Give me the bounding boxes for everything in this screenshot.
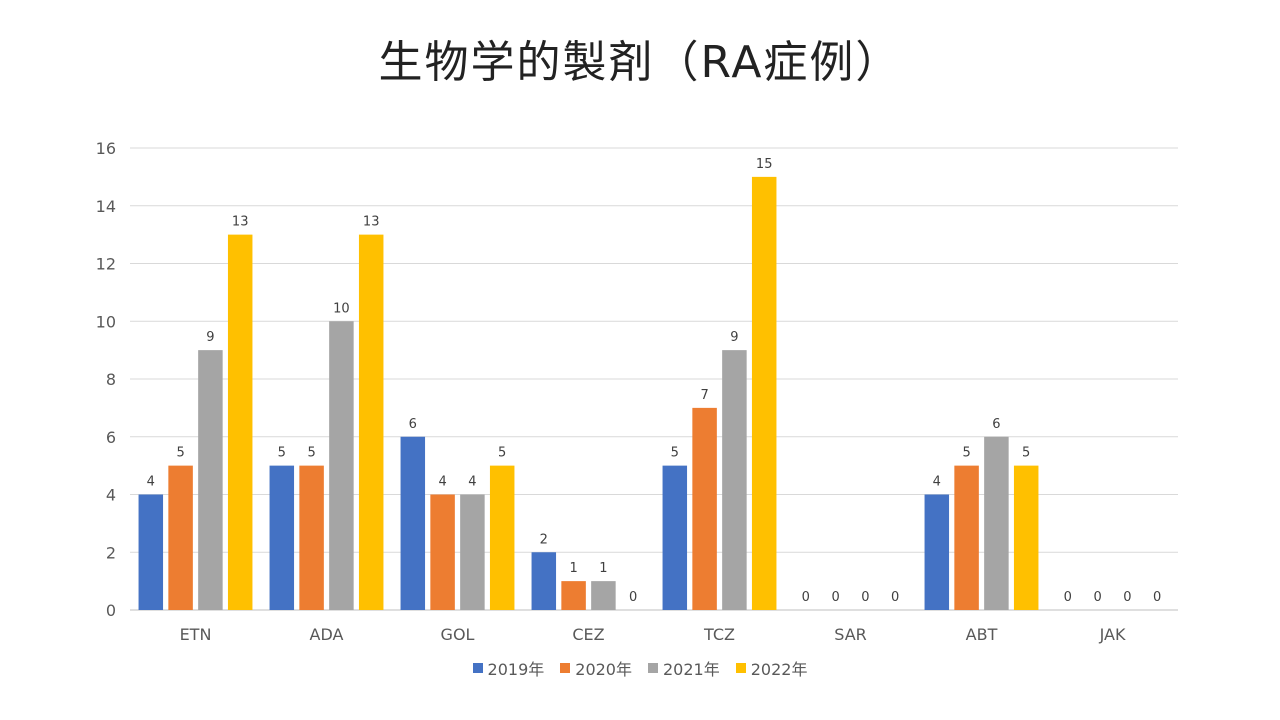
x-tick-label: CEZ	[572, 625, 604, 644]
bar	[1013, 465, 1039, 610]
y-tick-label: 6	[106, 428, 116, 447]
bar	[460, 494, 485, 610]
data-label: 0	[1123, 590, 1131, 605]
x-axis-ticks: ETN ADA GOL CEZ TCZ SAR ABT JAK	[180, 625, 1126, 644]
bar	[269, 465, 295, 610]
y-tick-label: 14	[96, 197, 116, 216]
data-label: 5	[671, 446, 679, 461]
data-label: 5	[278, 446, 286, 461]
data-label: 0	[891, 590, 899, 605]
data-label: 9	[730, 330, 738, 345]
bar	[329, 321, 354, 610]
x-tick-label: GOL	[441, 625, 475, 644]
legend: 2019年 2020年 2021年 2022年	[0, 656, 1280, 680]
data-label: 13	[363, 215, 380, 230]
data-label: 1	[599, 561, 607, 576]
legend-label: 2021年	[663, 660, 720, 679]
bar	[692, 407, 717, 610]
bar	[358, 234, 384, 610]
bar	[954, 465, 979, 610]
data-label: 10	[333, 301, 350, 316]
legend-item: 2021年	[648, 656, 720, 680]
data-label: 0	[802, 590, 810, 605]
legend-swatch	[560, 663, 571, 673]
x-tick-label: ADA	[310, 625, 344, 644]
data-label: 9	[206, 330, 214, 345]
y-tick-label: 10	[96, 312, 116, 331]
legend-label: 2019年	[487, 660, 545, 679]
data-label: 0	[1064, 590, 1072, 605]
y-tick-label: 2	[106, 543, 116, 562]
legend-label: 2022年	[750, 660, 808, 679]
legend-item: 2019年	[472, 656, 545, 680]
bar	[751, 176, 777, 610]
bar	[198, 350, 223, 610]
data-label: 4	[147, 475, 155, 490]
data-label: 5	[498, 446, 506, 461]
y-tick-label: 12	[96, 255, 116, 274]
data-label: 6	[409, 417, 417, 432]
chart-title: 生物学的製剤（RA症例）	[378, 37, 902, 88]
data-label: 0	[1153, 590, 1161, 605]
legend-swatch	[735, 663, 746, 673]
legend-swatch	[472, 663, 483, 673]
data-label: 4	[933, 475, 941, 490]
y-tick-label: 0	[106, 601, 116, 620]
bar	[591, 581, 616, 610]
legend-swatch	[648, 663, 658, 673]
bar	[138, 494, 164, 610]
data-label: 5	[307, 446, 315, 461]
data-label: 0	[1093, 590, 1101, 605]
data-label: 4	[468, 475, 476, 490]
data-label: 1	[569, 561, 577, 576]
x-tick-label: JAK	[1099, 625, 1126, 644]
legend-item: 2022年	[735, 656, 808, 680]
data-label: 2	[540, 532, 548, 547]
y-axis-ticks: 0 2 4 6 8 10 12 14 16	[96, 139, 116, 620]
bar	[722, 350, 747, 610]
legend-label: 2020年	[575, 660, 632, 679]
bar	[924, 494, 950, 610]
bars	[138, 176, 1039, 610]
y-tick-label: 4	[106, 486, 116, 505]
bar	[168, 465, 193, 610]
x-tick-label: ETN	[180, 625, 212, 644]
data-label: 0	[629, 590, 637, 605]
data-label: 0	[861, 590, 869, 605]
y-tick-label: 8	[106, 370, 116, 389]
data-label: 5	[1022, 446, 1030, 461]
data-label: 5	[176, 446, 184, 461]
x-tick-label: TCZ	[703, 625, 735, 644]
data-label: 15	[756, 157, 773, 172]
bar	[400, 436, 426, 610]
y-tick-label: 16	[96, 139, 116, 158]
legend-item: 2020年	[560, 656, 632, 680]
bar	[531, 552, 557, 610]
data-label: 4	[438, 475, 446, 490]
bar	[561, 581, 586, 610]
bar	[430, 494, 455, 610]
x-tick-label: ABT	[966, 625, 998, 644]
x-tick-label: SAR	[834, 625, 867, 644]
bar	[984, 436, 1009, 610]
bar	[227, 234, 253, 610]
bar	[299, 465, 324, 610]
bar	[662, 465, 688, 610]
data-label: 13	[232, 215, 249, 230]
data-label: 0	[831, 590, 839, 605]
bar	[489, 465, 515, 610]
data-label: 6	[992, 417, 1000, 432]
data-label: 5	[962, 446, 970, 461]
data-label: 7	[700, 388, 708, 403]
